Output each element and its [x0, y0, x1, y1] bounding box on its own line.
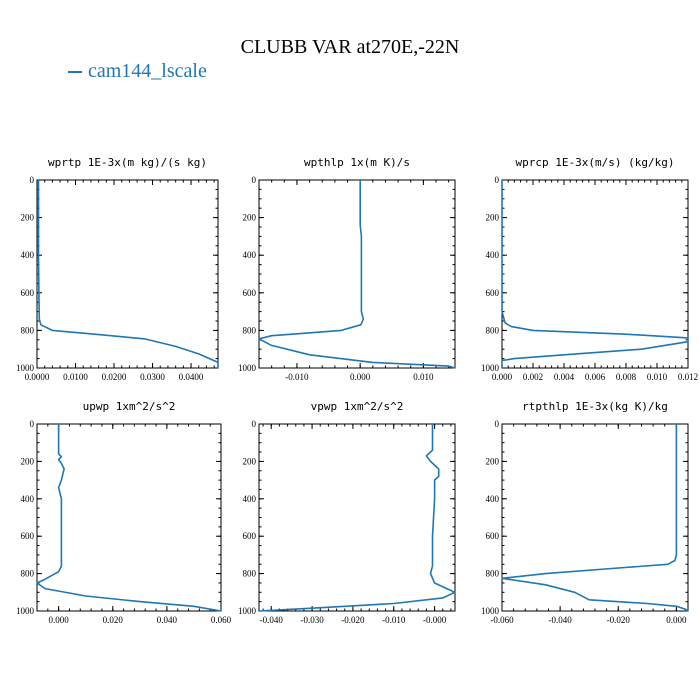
x-tick-label: 0.0100	[63, 372, 88, 382]
x-tick-label: 0.000	[350, 372, 371, 382]
y-tick-label: 400	[243, 494, 257, 504]
y-tick-label: 200	[21, 456, 35, 466]
x-tick-label: 0.000	[492, 372, 513, 382]
y-tick-label: 400	[21, 494, 35, 504]
x-tick-label: 0.006	[585, 372, 606, 382]
legend: cam144_lscale	[68, 60, 207, 83]
x-tick-label: 0.060	[211, 615, 232, 625]
chart-title: rtpthlp 1E-3x(kg K)/kg	[522, 400, 668, 413]
y-tick-label: 1000	[481, 363, 500, 373]
chart-panel-4: upwp 1xm^2/s^2 0 200 400 600 800 1000 0.000 0.02…	[16, 400, 232, 625]
x-tick-label: 0.002	[523, 372, 543, 382]
series-line	[36, 424, 222, 612]
y-tick-label: 800	[243, 569, 257, 579]
y-tick-label: 600	[21, 531, 35, 541]
chart-title: vpwp 1xm^2/s^2	[311, 400, 404, 413]
y-tick-label: 600	[243, 531, 257, 541]
y-tick-label: 0	[495, 419, 500, 429]
y-tick-label: 0	[495, 175, 500, 185]
x-tick-label: -0.020	[607, 615, 631, 625]
chart-panel-5: vpwp 1xm^2/s^2 0 200 400 600 800 1000-0.040 -0.…	[238, 400, 456, 625]
chart-panel-3: wprcp 1E-3x(m/s) (kg/kg) 0 200 400 600 800 100…	[481, 156, 698, 382]
x-tick-label: 0.0000	[25, 372, 50, 382]
chart-panel-6: rtpthlp 1E-3x(kg K)/kg02004006008001000-…	[481, 400, 689, 625]
x-tick-label: -0.040	[549, 615, 573, 625]
y-tick-label: 200	[486, 456, 500, 466]
x-tick-label: -0.020	[341, 615, 365, 625]
x-tick-label: -0.000	[423, 615, 447, 625]
y-tick-label: 800	[243, 325, 257, 335]
chart-frame	[501, 179, 689, 369]
chart-title: wprcp 1E-3x(m/s) (kg/kg)	[516, 156, 675, 169]
y-tick-label: 0	[30, 419, 35, 429]
chart-frame	[258, 179, 456, 369]
legend-swatch	[68, 71, 82, 74]
y-tick-label: 0	[252, 419, 257, 429]
x-tick-label: 0.0400	[179, 372, 204, 382]
chart-panel-2: wpthlp 1x(m K)/s 0 200 400 600 800 1000 -0.010 0…	[238, 156, 456, 382]
x-tick-label: -0.060	[490, 615, 514, 625]
y-tick-label: 400	[21, 250, 35, 260]
x-tick-label: 0.0300	[140, 372, 165, 382]
x-tick-label: 0.0200	[102, 372, 127, 382]
series-line	[501, 180, 689, 368]
y-tick-label: 800	[21, 325, 35, 335]
y-tick-label: 800	[21, 569, 35, 579]
figure-title: CLUBB VAR at270E,-22N	[240, 36, 460, 58]
y-tick-label: 600	[21, 288, 35, 298]
y-tick-label: 200	[243, 456, 257, 466]
y-tick-label: 1000	[16, 606, 35, 616]
y-tick-label: 600	[486, 288, 500, 298]
chart-panel-1: wprtp 1E-3x(m kg)/(s kg) 0 200 400 600 800 100…	[16, 156, 219, 382]
x-tick-label: 0.000	[666, 615, 687, 625]
x-tick-label: 0.010	[413, 372, 434, 382]
chart-title: wprtp 1E-3x(m kg)/(s kg)	[48, 156, 207, 169]
y-tick-label: 400	[486, 494, 500, 504]
chart-frame	[36, 179, 219, 369]
x-tick-label: 0.008	[616, 372, 637, 382]
y-tick-label: 600	[243, 288, 257, 298]
chart-title: wpthlp 1x(m K)/s	[304, 156, 410, 169]
legend-label: cam144_lscale	[88, 60, 207, 82]
x-tick-label: 0.040	[157, 615, 178, 625]
y-tick-label: 600	[486, 531, 500, 541]
y-tick-label: 400	[243, 250, 257, 260]
x-tick-label: 0.004	[554, 372, 575, 382]
x-tick-label: -0.010	[382, 615, 406, 625]
x-tick-label: 0.010	[647, 372, 668, 382]
y-tick-label: 200	[243, 213, 257, 223]
y-tick-label: 200	[486, 213, 500, 223]
y-tick-label: 800	[486, 325, 500, 335]
chart-frame	[258, 423, 456, 612]
chart-title: upwp 1xm^2/s^2	[83, 400, 176, 413]
y-tick-label: 0	[30, 175, 35, 185]
series-line	[258, 424, 456, 612]
series-line	[501, 424, 689, 612]
x-tick-label: -0.040	[260, 615, 284, 625]
series-line	[258, 180, 456, 369]
y-tick-label: 1000	[16, 363, 35, 373]
y-tick-label: 1000	[238, 606, 257, 616]
chart-frame	[36, 423, 222, 612]
y-tick-label: 1000	[238, 363, 257, 373]
y-tick-label: 0	[252, 175, 257, 185]
y-tick-label: 200	[21, 213, 35, 223]
series-line	[37, 180, 219, 368]
y-tick-label: 800	[486, 569, 500, 579]
x-tick-label: 0.012	[678, 372, 698, 382]
y-tick-label: 1000	[481, 606, 500, 616]
x-tick-label: -0.010	[285, 372, 309, 382]
y-tick-label: 400	[486, 250, 500, 260]
x-tick-label: 0.020	[103, 615, 124, 625]
x-tick-label: -0.030	[300, 615, 324, 625]
x-tick-label: 0.000	[49, 615, 70, 625]
